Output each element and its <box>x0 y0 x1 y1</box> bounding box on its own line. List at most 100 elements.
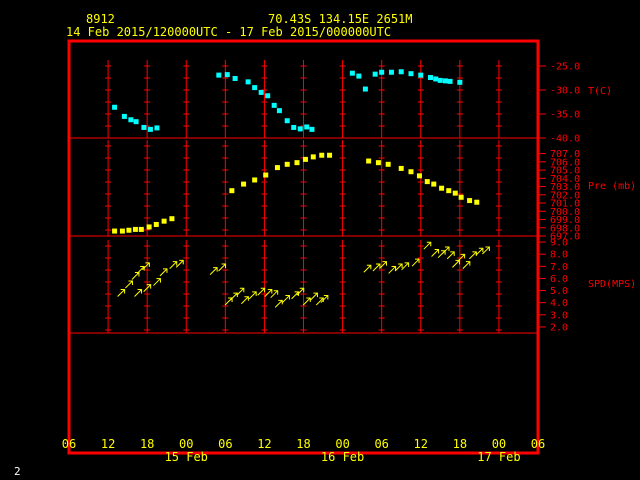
wind-arrow <box>401 262 410 271</box>
wind-arrow-shaft <box>315 297 324 306</box>
wind-arrow <box>302 297 311 306</box>
temperature-point <box>258 89 264 95</box>
wind-arrow-head <box>221 263 227 269</box>
pressure-series <box>112 152 480 234</box>
wind-arrow <box>241 296 249 305</box>
pressure-axis-label: Pre (mb) <box>588 181 636 192</box>
pressure-point <box>169 216 175 222</box>
wind-arrow <box>411 258 420 267</box>
x-date-label: 15 Feb <box>165 450 208 464</box>
wind-arrow-shaft <box>264 289 273 297</box>
wind-arrow <box>296 287 305 296</box>
station-location: 70.43S 134.15E 2651M <box>268 12 413 26</box>
wind-arrow-shaft <box>175 260 184 268</box>
y-tick-label: -30.0 <box>550 86 580 97</box>
wind-arrow-head <box>278 299 283 305</box>
y-tick-label: -40.0 <box>550 134 580 145</box>
wind-arrow-head <box>426 241 432 247</box>
wind-arrow-shaft <box>310 292 318 301</box>
wind-arrow-shaft <box>475 247 484 256</box>
temperature-point <box>304 124 310 130</box>
temperature-axis-label: T(C) <box>588 86 612 97</box>
temperature-point <box>398 69 404 75</box>
wind-arrow-shaft <box>446 251 455 260</box>
wind-arrow-shaft <box>236 287 245 296</box>
temperature-point <box>224 72 230 78</box>
y-tick-label: 697.0 <box>550 232 580 243</box>
wind-arrow-head <box>145 262 150 267</box>
wind-arrow-shaft <box>431 249 439 257</box>
pressure-point <box>138 226 144 232</box>
y-tick-label: 703.0 <box>550 182 580 193</box>
y-tick-label: 698.0 <box>550 223 580 234</box>
page-number: 2 <box>14 465 21 478</box>
pressure-point <box>112 228 118 234</box>
wind-arrow-head <box>299 287 305 293</box>
wind-arrow-shaft <box>131 272 140 280</box>
wind-arrow-head <box>478 247 484 253</box>
x-tick-label: 00 <box>492 437 506 451</box>
wind-arrow <box>457 253 466 262</box>
wind-arrow <box>372 263 381 272</box>
wind-arrow-shaft <box>241 296 249 305</box>
wind-arrow-shaft <box>282 295 290 303</box>
pressure-point <box>416 173 422 179</box>
pressure-point <box>161 218 167 224</box>
wind-arrow-head <box>391 265 397 271</box>
wind-arrow-head <box>156 278 161 283</box>
pressure-point <box>474 199 480 205</box>
pressure-point <box>252 177 258 183</box>
temperature-point <box>271 102 277 108</box>
pressure-point <box>452 190 458 196</box>
temperature-point <box>216 72 222 78</box>
pressure-point <box>398 165 404 171</box>
temperature-point <box>447 78 453 84</box>
wind-arrow <box>310 292 318 301</box>
wind-arrow-head <box>146 284 152 289</box>
wind-arrow-head <box>415 258 420 264</box>
x-tick-label: 12 <box>101 437 115 451</box>
pressure-point <box>153 221 159 227</box>
wind-arrow-head <box>285 295 290 300</box>
temperature-point <box>433 76 439 82</box>
wind-arrow-head <box>140 265 145 271</box>
wind-arrow <box>482 246 490 255</box>
y-tick-label: 5.0 <box>550 286 568 297</box>
wind-arrow-head <box>120 288 126 294</box>
wind-arrow-shaft <box>469 251 477 260</box>
pressure-point <box>302 156 308 162</box>
wind-arrow-head <box>128 280 133 285</box>
wind-arrow-shaft <box>159 268 168 277</box>
wind-arrow-head <box>375 263 381 269</box>
pressure-point <box>408 169 414 175</box>
pressure-point <box>132 226 138 232</box>
wind-arrow <box>431 248 440 257</box>
wind-arrow <box>388 265 397 274</box>
x-tick-label: 18 <box>140 437 154 451</box>
temperature-point <box>291 124 297 130</box>
temperature-point <box>128 117 134 123</box>
temperature-point <box>309 126 315 132</box>
wind-arrow <box>291 291 300 300</box>
temperature-point <box>265 93 271 99</box>
wind-arrow <box>136 265 145 274</box>
y-tick-label: 707.0 <box>550 149 580 160</box>
y-tick-label: 705.0 <box>550 166 580 177</box>
temperature-point <box>356 73 362 79</box>
temperature-point <box>428 75 434 81</box>
wind-arrow-head <box>404 262 410 267</box>
y-tick-label: 9.0 <box>550 238 568 249</box>
wind-arrow-shaft <box>142 262 150 271</box>
wind-arrow-shaft <box>363 264 372 273</box>
wind-arrow-shaft <box>302 297 311 306</box>
pressure-point <box>274 165 280 171</box>
wind-arrow <box>229 292 238 301</box>
temperature-point <box>232 75 238 81</box>
wind-arrow-head <box>323 295 329 300</box>
wind-arrow <box>153 278 161 286</box>
wind-arrow-head <box>162 268 168 273</box>
wind-arrow-shaft <box>411 258 420 267</box>
x-tick-label: 12 <box>257 437 271 451</box>
wind-arrow-head <box>460 253 466 259</box>
wind-arrow-head <box>252 291 257 296</box>
